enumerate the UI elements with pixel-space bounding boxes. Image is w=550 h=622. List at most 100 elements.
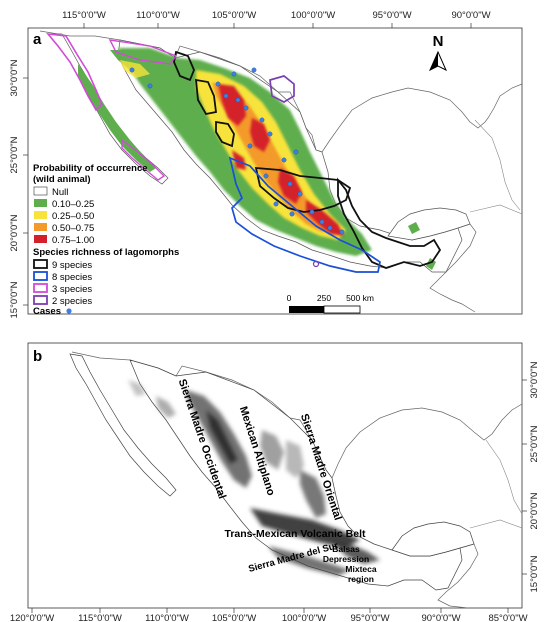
case-point [235, 97, 241, 103]
case-point [281, 157, 287, 163]
label-trans-mexican-volcanic-belt: Trans-Mexican Volcanic Belt [224, 528, 366, 540]
panel-b: 30°0'0"N 25°0'0"N 20°0'0"N 15°0'0"N 120°… [10, 342, 540, 622]
legend-swatch [33, 271, 48, 281]
legend-title-richness: Species richness of lagomorphs [33, 247, 179, 258]
elevation-layer [128, 380, 380, 576]
right-tick-label: 20°0'0"N [529, 492, 540, 529]
label-region: region [348, 574, 374, 584]
top-tick-label: 95°0'0"W [372, 10, 411, 21]
case-point [231, 71, 237, 77]
scale-segment [323, 305, 361, 314]
label-mixteca: Mixteca [345, 564, 376, 574]
gulf-coast [321, 83, 522, 153]
case-point [289, 211, 295, 217]
case-point [247, 143, 253, 149]
legend-swatch [33, 259, 48, 269]
top-tick-label: 105°0'0"W [212, 10, 256, 21]
probability-layer [78, 48, 436, 270]
baja-california [69, 353, 177, 497]
panel-a: 115°0'0"W 110°0'0"W 105°0'0"W 100°0'0"W … [9, 10, 523, 318]
map-legend: Probability of occurrence (wild animal) … [33, 163, 179, 317]
case-point [251, 67, 257, 73]
panel-b-right-ticks: 30°0'0"N 25°0'0"N 20°0'0"N 15°0'0"N [522, 361, 540, 592]
left-tick-label: 15°0'0"N [9, 281, 20, 318]
species-richness-layer [46, 32, 442, 273]
yucatan-peninsula [391, 521, 475, 557]
legend-swatch [33, 283, 48, 293]
case-point [223, 93, 229, 99]
florida-coast [485, 439, 522, 515]
case-point [243, 105, 249, 111]
case-point [129, 67, 135, 73]
scale-segment [289, 306, 324, 313]
yucatan-peninsula [387, 207, 471, 241]
bottom-tick-label: 85°0'0"W [488, 613, 527, 622]
legend-cases-dot [66, 308, 72, 314]
case-point [309, 209, 315, 215]
panel-a-left-ticks: 30°0'0"N 25°0'0"N 20°0'0"N 15°0'0"N [9, 59, 28, 318]
top-tick-label: 115°0'0"W [62, 10, 106, 21]
right-tick-label: 15°0'0"N [529, 555, 540, 592]
case-point [293, 149, 299, 155]
legend-label: 0.25–0.50 [52, 211, 94, 222]
bottom-tick-label: 115°0'0"W [78, 613, 122, 622]
legend-label: Null [52, 187, 68, 198]
right-tick-label: 25°0'0"N [529, 425, 540, 462]
case-point [273, 201, 279, 207]
scale-label: 500 km [346, 293, 374, 303]
case-point [147, 83, 153, 89]
legend-label: 0.50–0.75 [52, 223, 94, 234]
case-point [215, 81, 221, 87]
legend-swatch [34, 199, 47, 207]
scale-label: 250 [317, 293, 331, 303]
bottom-tick-label: 90°0'0"W [421, 613, 460, 622]
case-point [327, 225, 333, 231]
florida-coast [474, 119, 521, 211]
cuba-outline [469, 204, 522, 215]
bottom-tick-label: 105°0'0"W [212, 613, 256, 622]
cases-layer [129, 67, 345, 235]
legend-label: 0.75–1.00 [52, 235, 94, 246]
left-tick-label: 25°0'0"N [9, 136, 20, 173]
scale-bar: 0 250 500 km [287, 293, 374, 314]
panel-a-top-ticks: 115°0'0"W 110°0'0"W 105°0'0"W 100°0'0"W … [62, 10, 491, 28]
panel-b-bottom-ticks: 120°0'0"W 115°0'0"W 110°0'0"W 105°0'0"W … [10, 608, 528, 622]
cuba-outline [469, 519, 522, 529]
bottom-tick-label: 110°0'0"W [145, 613, 189, 622]
legend-label: 3 species [52, 284, 92, 295]
left-tick-label: 30°0'0"N [9, 59, 20, 96]
legend-swatch-null [33, 186, 48, 196]
legend-swatch [33, 295, 48, 305]
legend-label: 9 species [52, 260, 92, 271]
case-point [287, 181, 293, 187]
case-point [297, 191, 303, 197]
us-border [39, 30, 323, 153]
legend-label: 2 species [52, 296, 92, 307]
top-tick-label: 110°0'0"W [136, 10, 180, 21]
bottom-tick-label: 95°0'0"W [350, 613, 389, 622]
panel-b-letter: b [33, 348, 42, 365]
bottom-tick-label: 100°0'0"W [282, 613, 326, 622]
case-point [259, 117, 265, 123]
panel-a-letter: a [33, 31, 42, 48]
left-tick-label: 20°0'0"N [9, 214, 20, 251]
north-label: N [433, 33, 444, 50]
case-point [319, 219, 325, 225]
top-tick-label: 100°0'0"W [291, 10, 335, 21]
label-balsas: Balsas [332, 544, 360, 554]
right-tick-label: 30°0'0"N [529, 361, 540, 398]
legend-subtitle-probability: (wild animal) [33, 174, 91, 185]
legend-swatch [34, 223, 47, 231]
case-point [263, 173, 269, 179]
legend-swatch [34, 235, 47, 243]
label-depression: Depression [323, 554, 369, 564]
legend-title-probability: Probability of occurrence [33, 163, 148, 174]
gulf-coast [331, 403, 522, 479]
scale-label: 0 [287, 293, 292, 303]
legend-cases-label: Cases [33, 306, 61, 317]
legend-swatch [34, 211, 47, 219]
north-arrow: N [428, 33, 448, 72]
legend-label: 8 species [52, 272, 92, 283]
case-point [267, 131, 273, 137]
